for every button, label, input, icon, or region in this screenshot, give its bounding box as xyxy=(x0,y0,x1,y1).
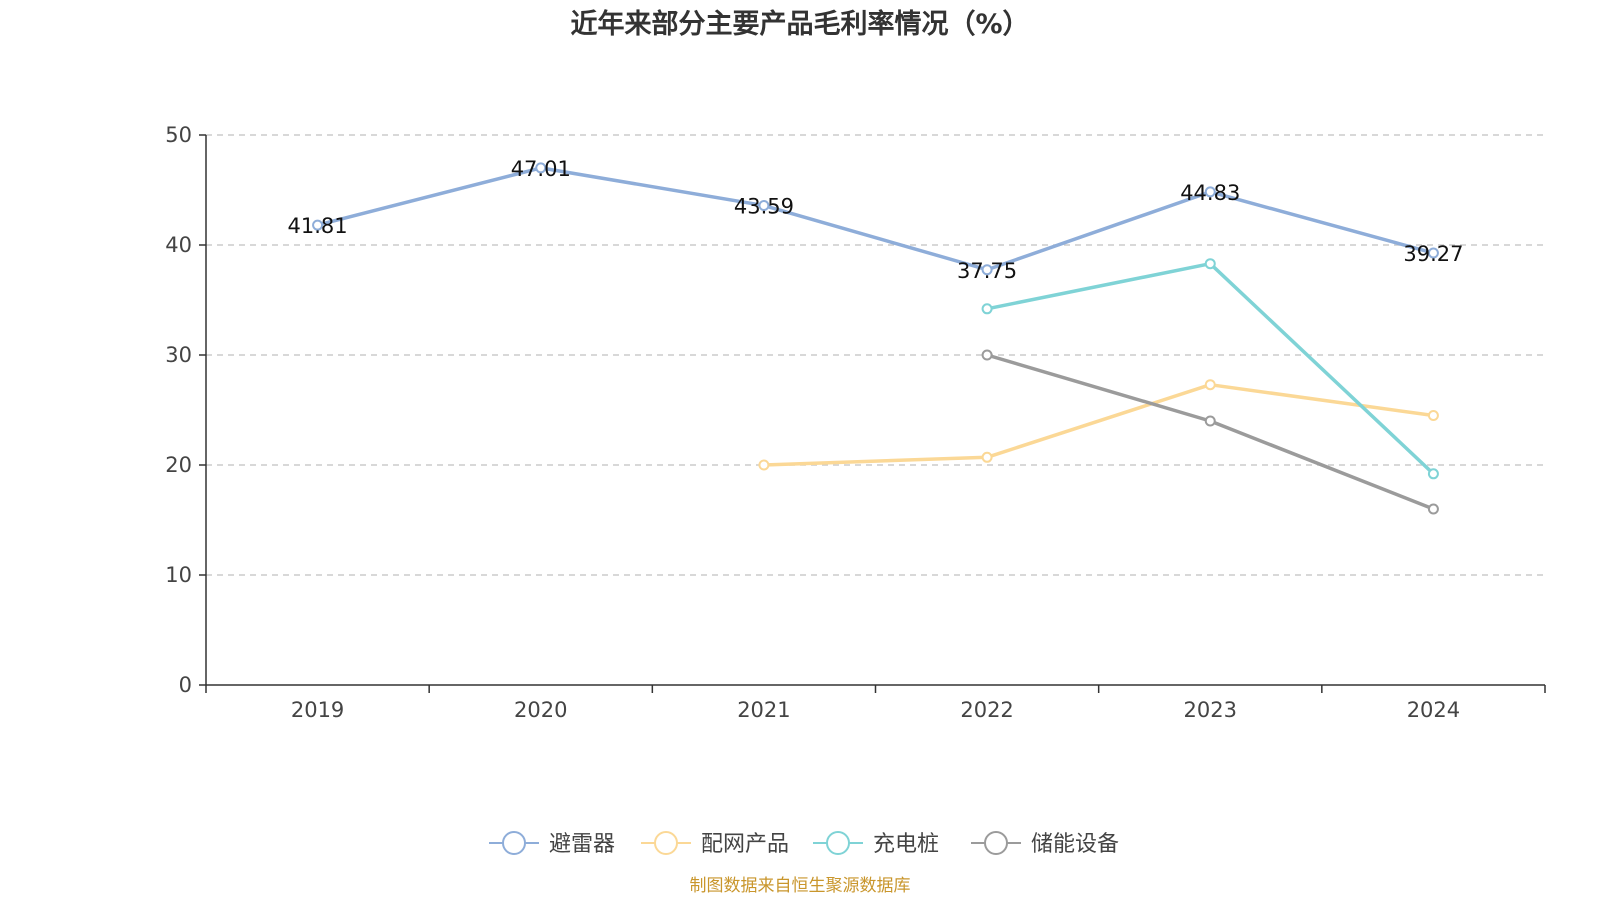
x-tick-label: 2019 xyxy=(291,698,344,722)
x-tick-label: 2024 xyxy=(1407,698,1460,722)
x-tick-label: 2020 xyxy=(514,698,567,722)
y-tick-label: 50 xyxy=(165,123,192,147)
data-label: 47.01 xyxy=(511,157,571,181)
legend-label: 充电桩 xyxy=(873,832,939,857)
legend-marker-icon xyxy=(826,831,850,855)
series-3 xyxy=(981,349,1439,515)
y-tick-label: 10 xyxy=(165,563,192,587)
legend-marker-icon xyxy=(984,831,1008,855)
legend-label: 配网产品 xyxy=(701,832,789,857)
legend: 避雷器 配网产品 充电桩 储能设备 xyxy=(489,831,1119,857)
data-point xyxy=(981,451,993,463)
x-tick-label: 2022 xyxy=(960,698,1013,722)
chart-title: 近年来部分主要产品毛利率情况（%） xyxy=(570,8,1029,40)
x-tick-label: 2023 xyxy=(1184,698,1237,722)
data-labels: 41.81 47.01 43.59 37.75 44.83 39.27 xyxy=(288,157,1464,283)
data-label: 37.75 xyxy=(957,259,1017,283)
x-tick-label: 2021 xyxy=(737,698,790,722)
legend-label: 避雷器 xyxy=(549,832,615,857)
series-line xyxy=(763,382,1434,467)
series-1 xyxy=(758,379,1439,471)
data-label: 41.81 xyxy=(288,214,348,238)
legend-item[interactable]: 配网产品 xyxy=(641,831,789,857)
legend-item[interactable]: 储能设备 xyxy=(971,831,1119,857)
data-point xyxy=(981,349,993,361)
data-point xyxy=(981,303,993,315)
data-point xyxy=(1204,258,1216,270)
data-point xyxy=(758,459,770,471)
data-point xyxy=(758,200,770,212)
data-point xyxy=(1427,503,1439,515)
data-source-note: 制图数据来自恒生聚源数据库 xyxy=(690,876,911,896)
legend-label: 储能设备 xyxy=(1031,832,1119,857)
series-lines xyxy=(312,162,1439,515)
series-0 xyxy=(312,162,1439,276)
data-label: 39.27 xyxy=(1403,242,1463,266)
axes: 0 10 20 30 40 50 2019 2020 2021 2022 2023 2024 xyxy=(165,123,1546,722)
data-point xyxy=(981,264,993,276)
series-line xyxy=(317,166,1434,272)
data-point xyxy=(1427,247,1439,259)
data-point xyxy=(1204,379,1216,391)
data-point xyxy=(1204,415,1216,427)
data-label: 43.59 xyxy=(734,195,794,219)
legend-item[interactable]: 避雷器 xyxy=(489,831,615,857)
y-tick-label: 40 xyxy=(165,233,192,257)
data-point xyxy=(1427,468,1439,480)
y-tick-label: 20 xyxy=(165,453,192,477)
legend-marker-icon xyxy=(502,831,526,855)
data-point xyxy=(312,219,324,231)
series-line xyxy=(986,353,1435,511)
data-point xyxy=(1427,410,1439,421)
data-point xyxy=(535,162,547,174)
data-point xyxy=(1204,186,1216,198)
y-tick-label: 30 xyxy=(165,343,192,367)
series-2 xyxy=(981,258,1439,480)
legend-marker-icon xyxy=(654,831,678,855)
y-tick-label: 0 xyxy=(179,673,192,697)
legend-item[interactable]: 充电桩 xyxy=(813,831,939,857)
series-line xyxy=(986,261,1435,476)
data-label: 44.83 xyxy=(1180,181,1240,205)
